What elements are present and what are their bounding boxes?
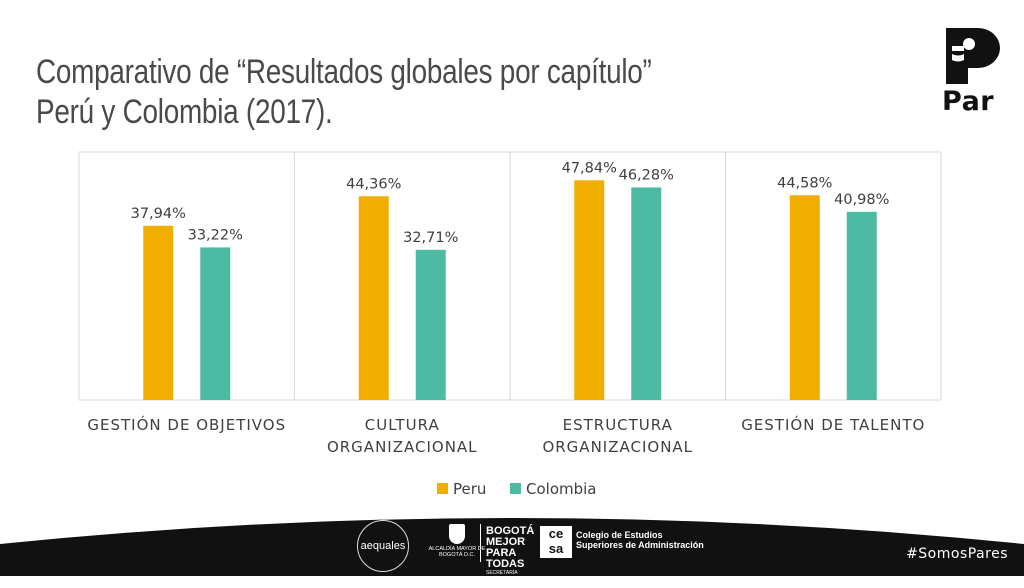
- bar-peru-1: [143, 225, 174, 400]
- hashtag: #SomosPares: [906, 546, 1008, 562]
- category-label-3: ORGANIZACIONAL: [542, 438, 693, 456]
- bogota-caption-text: SECRETARÍA DISTRITAL DE LA MUJER: [486, 570, 527, 588]
- legend-label-colombia: Colombia: [526, 480, 597, 498]
- bogota-mejor-logo: BOGOTÁ MEJOR PARA TODAS SECRETARÍA DISTR…: [486, 525, 535, 588]
- footer-band: [0, 518, 1024, 576]
- data-label-peru-1: 37,94%: [131, 206, 186, 222]
- title-line-2: Perú y Colombia (2017).: [36, 93, 333, 131]
- par-logo-mark-icon: [946, 28, 1000, 84]
- data-label-colombia-2: 32,71%: [403, 230, 458, 246]
- aequales-logo: aequales: [357, 520, 409, 572]
- data-label-colombia-4: 40,98%: [834, 192, 889, 208]
- bar-colombia-3: [631, 187, 662, 400]
- data-label-colombia-3: 46,28%: [619, 167, 674, 183]
- bar-colombia-4: [846, 211, 877, 400]
- category-label-4: GESTIÓN DE TALENTO: [741, 415, 925, 434]
- category-label-2: CULTURA: [365, 416, 440, 434]
- legend-swatch-peru: [437, 483, 448, 494]
- alcaldia-logo: ALCALDÍA MAYOR DE BOGOTÁ D.C.: [428, 524, 486, 558]
- cesa-logo: Colegio de Estudios Superiores de Admini…: [576, 530, 704, 550]
- bar-chart: 37,94%33,22% GESTIÓN DE OBJETIVOS 44,36% 32…: [78, 151, 942, 498]
- category-label-1: GESTIÓN DE OBJETIVOS: [87, 415, 286, 434]
- par-logo: Par: [938, 26, 1008, 118]
- legend-swatch-colombia: [510, 483, 521, 494]
- aequales-text: aequales: [360, 540, 406, 552]
- cesa-logo-text: ce sa: [548, 526, 564, 556]
- bogota-main-text: BOGOTÁ MEJOR: [486, 525, 535, 548]
- par-logo-text: Par: [942, 86, 995, 117]
- data-label-peru-2: 44,36%: [346, 176, 401, 192]
- bar-colombia-1: [200, 247, 231, 400]
- bar-peru-2: [358, 196, 389, 400]
- data-label-peru-4: 44,58%: [777, 175, 832, 191]
- cesa-logo-mark: ce sa: [540, 526, 572, 558]
- page-title: Comparativo de “Resultados globales por …: [36, 52, 652, 132]
- sponsor-divider: [480, 524, 481, 562]
- bogota-sub-text: PARA TODAS: [486, 547, 525, 570]
- category-label-2: ORGANIZACIONAL: [327, 438, 478, 456]
- bar-colombia-2: [415, 249, 446, 400]
- data-label-colombia-1: 33,22%: [188, 227, 243, 243]
- data-label-peru-3: 47,84%: [562, 160, 617, 176]
- bogota-shield-icon: [449, 524, 465, 544]
- category-label-3: ESTRUCTURA: [563, 416, 673, 434]
- bar-peru-3: [574, 180, 605, 400]
- cesa-line-1: Colegio de Estudios: [576, 530, 663, 540]
- title-line-1: Comparativo de “Resultados globales por …: [36, 53, 652, 91]
- legend-label-peru: Peru: [453, 480, 486, 498]
- cesa-line-2: Superiores de Administración: [576, 540, 704, 550]
- alcaldia-text: ALCALDÍA MAYOR DE BOGOTÁ D.C.: [428, 546, 486, 558]
- bar-peru-4: [789, 195, 820, 400]
